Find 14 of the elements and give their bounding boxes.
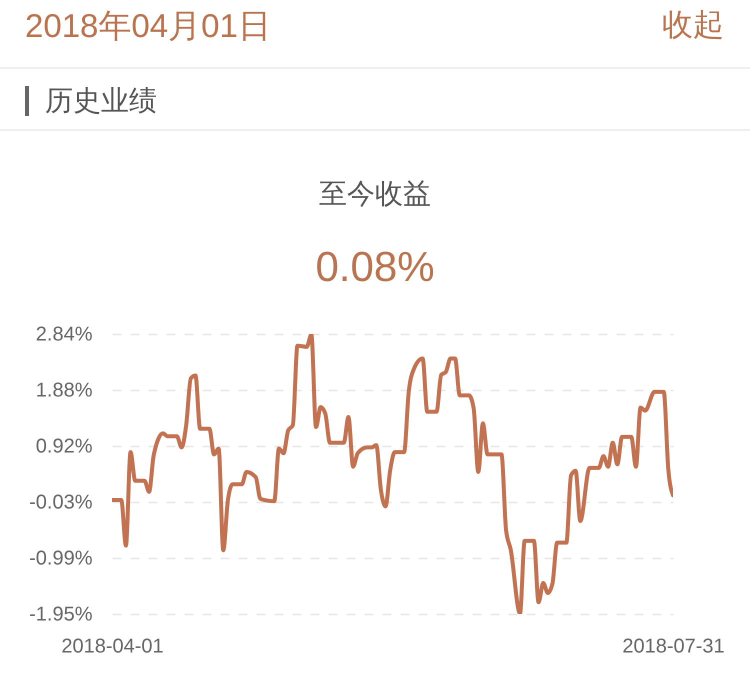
chart-subtitle: 0.08% <box>314 243 436 290</box>
y-tick-label: -1.95% <box>29 604 93 626</box>
text: 2018年04月01日 <box>25 7 271 44</box>
y-tick-label: -0.99% <box>29 547 93 570</box>
text: 历史业绩 <box>45 85 157 116</box>
y-tick-label: 0.92% <box>36 436 93 458</box>
x-tick-label: 2018-07-31 <box>622 636 725 658</box>
y-tick-label: -0.03% <box>29 491 93 514</box>
y-tick-label: 1.88% <box>36 380 93 402</box>
chart-title: 至今收益 <box>318 178 432 209</box>
text: 收起 <box>662 7 724 42</box>
x-tick-label: 2018-04-01 <box>61 636 164 658</box>
line-series <box>112 334 673 614</box>
y-tick-label: 2.84% <box>36 324 93 346</box>
